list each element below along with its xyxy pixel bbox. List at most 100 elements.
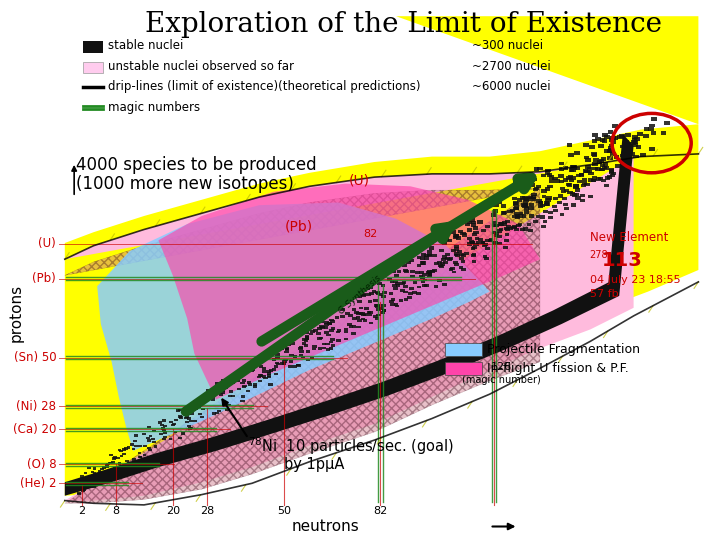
- Bar: [194, 407, 198, 410]
- Bar: [292, 355, 297, 358]
- Bar: [357, 295, 362, 298]
- Bar: [337, 303, 341, 306]
- Bar: [640, 153, 646, 157]
- Bar: [168, 437, 172, 440]
- Text: 50: 50: [276, 506, 291, 516]
- Text: 126: 126: [491, 362, 512, 372]
- Bar: [138, 456, 142, 458]
- Bar: [240, 370, 245, 373]
- Text: 4000 species to be produced: 4000 species to be produced: [76, 156, 316, 174]
- Bar: [282, 342, 287, 345]
- Bar: [513, 212, 518, 215]
- Bar: [193, 400, 197, 403]
- Bar: [541, 189, 547, 193]
- Bar: [221, 391, 225, 394]
- Bar: [95, 481, 99, 483]
- Bar: [109, 454, 112, 456]
- Bar: [592, 153, 598, 157]
- Bar: [85, 478, 89, 481]
- Bar: [576, 174, 581, 177]
- Bar: [627, 145, 633, 149]
- Bar: [272, 358, 276, 361]
- Bar: [356, 326, 361, 328]
- Bar: [317, 337, 322, 340]
- Bar: [607, 156, 613, 160]
- Bar: [422, 273, 427, 276]
- Bar: [285, 348, 289, 350]
- Bar: [331, 327, 336, 330]
- Bar: [199, 401, 203, 403]
- Bar: [504, 227, 509, 230]
- Bar: [395, 282, 400, 285]
- Bar: [492, 241, 498, 245]
- Bar: [274, 366, 278, 368]
- Bar: [329, 347, 333, 350]
- Bar: [377, 314, 381, 316]
- Bar: [501, 204, 506, 208]
- Bar: [585, 165, 590, 168]
- Bar: [162, 437, 166, 440]
- Bar: [449, 256, 454, 260]
- Bar: [391, 299, 395, 301]
- Bar: [198, 413, 202, 415]
- Bar: [382, 309, 387, 312]
- Bar: [415, 271, 420, 274]
- Bar: [393, 287, 398, 290]
- Bar: [344, 330, 348, 333]
- Bar: [626, 150, 632, 153]
- Bar: [236, 376, 240, 379]
- Bar: [113, 472, 117, 475]
- Bar: [492, 232, 496, 234]
- Bar: [361, 314, 366, 316]
- Bar: [548, 211, 552, 214]
- Bar: [306, 359, 310, 361]
- Bar: [611, 152, 616, 156]
- Bar: [247, 381, 251, 383]
- Bar: [526, 224, 531, 226]
- Bar: [391, 270, 396, 273]
- Bar: [376, 292, 380, 295]
- Bar: [471, 254, 476, 257]
- Bar: [240, 382, 245, 384]
- Bar: [217, 392, 220, 394]
- Bar: [553, 197, 558, 200]
- Bar: [561, 190, 566, 193]
- Bar: [592, 176, 598, 180]
- Bar: [446, 239, 451, 242]
- Bar: [87, 467, 91, 469]
- Bar: [597, 160, 602, 164]
- Bar: [624, 140, 629, 144]
- Bar: [249, 369, 253, 372]
- Bar: [445, 362, 482, 375]
- Bar: [299, 346, 303, 349]
- Bar: [191, 404, 195, 406]
- Text: 8: 8: [112, 506, 120, 516]
- Bar: [313, 329, 318, 332]
- Bar: [117, 449, 122, 451]
- Bar: [502, 211, 508, 214]
- Bar: [113, 468, 117, 470]
- Bar: [361, 294, 366, 296]
- Bar: [607, 176, 612, 179]
- Bar: [470, 241, 475, 244]
- Bar: [395, 284, 400, 287]
- Bar: [630, 141, 636, 145]
- Text: ~6000 nuclei: ~6000 nuclei: [472, 80, 550, 93]
- Bar: [533, 220, 538, 223]
- Bar: [296, 364, 300, 367]
- Bar: [343, 328, 348, 331]
- Bar: [577, 180, 582, 183]
- Bar: [202, 401, 205, 403]
- Bar: [319, 336, 323, 339]
- Bar: [570, 168, 576, 172]
- Bar: [173, 423, 176, 426]
- Bar: [280, 347, 284, 350]
- Bar: [194, 404, 198, 407]
- Text: drip-lines (limit of existence)(theoretical predictions): drip-lines (limit of existence)(theoreti…: [108, 80, 420, 93]
- Bar: [545, 202, 550, 206]
- Bar: [531, 178, 537, 181]
- Bar: [292, 365, 297, 368]
- Bar: [493, 204, 499, 207]
- Bar: [608, 130, 613, 134]
- Bar: [316, 332, 321, 335]
